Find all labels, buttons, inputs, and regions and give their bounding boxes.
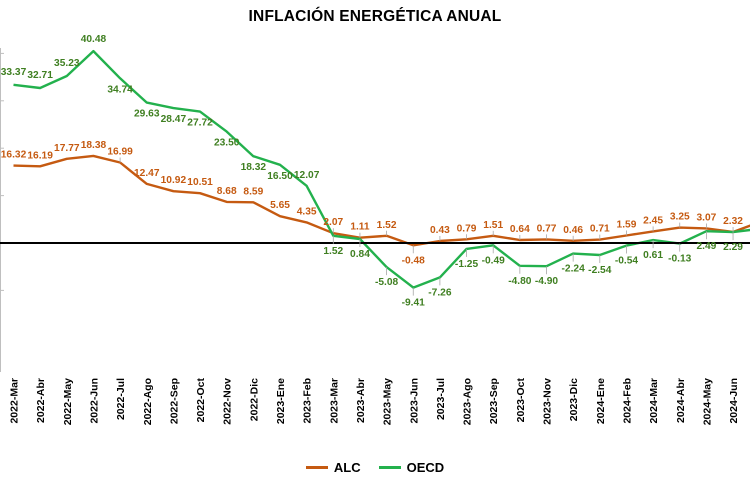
data-label-alc: 0.64 xyxy=(510,224,530,235)
x-tick-label: 2024-Jun xyxy=(728,378,740,424)
data-label-alc: 0.43 xyxy=(430,225,450,236)
data-label-oecd: 0.84 xyxy=(350,249,370,260)
data-label-alc: 17.77 xyxy=(54,143,80,154)
data-label-oecd: -9.41 xyxy=(402,298,426,309)
x-tick-label: 2024-Feb xyxy=(621,378,633,424)
data-label-alc: 1.52 xyxy=(377,220,397,231)
data-label-alc: 3.25 xyxy=(670,212,690,223)
data-label-oecd: 28.47 xyxy=(161,114,187,125)
data-label-alc: 0.79 xyxy=(457,223,477,234)
x-tick-label: 2023-Jun xyxy=(408,378,420,424)
x-tick-label: 2023-Ene xyxy=(275,378,287,424)
data-label-oecd: 40.48 xyxy=(81,34,107,45)
legend-item-alc: ALC xyxy=(305,460,361,475)
data-label-alc: 1.51 xyxy=(483,220,503,231)
legend-swatch-alc xyxy=(305,466,328,469)
data-label-alc: 10.92 xyxy=(161,175,187,186)
data-label-alc: 1.11 xyxy=(350,222,370,233)
data-label-oecd: -0.13 xyxy=(668,254,692,265)
x-tick-label: 2024-Ene xyxy=(595,378,607,424)
legend: ALC OECD xyxy=(0,460,750,475)
data-label-oecd: -5.08 xyxy=(375,277,399,288)
x-tick-label: 2023-Feb xyxy=(302,378,314,424)
chart-title: INFLACIÓN ENERGÉTICA ANUAL xyxy=(248,8,502,25)
data-label-alc: 16.99 xyxy=(107,146,133,157)
data-label-oecd: 29.63 xyxy=(134,109,160,120)
data-label-oecd: 27.72 xyxy=(187,118,213,129)
data-label-alc: 12.47 xyxy=(134,168,160,179)
data-label-alc: 18.38 xyxy=(81,140,107,151)
data-label-oecd: -4.90 xyxy=(535,276,559,287)
data-label-oecd: -4.80 xyxy=(508,276,532,287)
x-tick-label: 2022-Abr xyxy=(35,378,47,423)
data-label-oecd: -0.54 xyxy=(615,256,639,267)
data-label-alc: 0.71 xyxy=(590,224,610,235)
x-tick-label: 2024-Abr xyxy=(675,378,687,423)
legend-label-alc: ALC xyxy=(333,460,361,475)
x-tick-label: 2023-Mar xyxy=(328,378,340,424)
x-tick-label: 2022-May xyxy=(62,378,74,425)
x-tick-label: 2022-Jun xyxy=(88,378,100,424)
data-label-alc: 10.51 xyxy=(187,177,213,188)
x-tick-label: 2022-Jul xyxy=(115,378,127,420)
x-tick-label: 2023-Jul xyxy=(435,378,447,420)
x-tick-label: 2024-Mar xyxy=(648,378,660,424)
data-label-alc: 8.59 xyxy=(243,186,263,197)
x-tick-label: 2023-Dic xyxy=(568,378,580,421)
data-label-oecd: 2.49 xyxy=(696,241,716,252)
data-label-alc: 16.19 xyxy=(27,150,53,161)
data-label-oecd: 1.52 xyxy=(323,246,343,257)
data-label-oecd: -1.25 xyxy=(455,259,479,270)
x-tick-label: 2022-Ago xyxy=(142,378,154,425)
data-label-alc: -0.48 xyxy=(402,255,426,266)
data-label-alc: 2.32 xyxy=(723,216,743,227)
data-label-oecd: 23.50 xyxy=(214,138,240,149)
x-tick-label: 2023-Sep xyxy=(488,378,500,424)
data-label-alc: 2.45 xyxy=(643,215,663,226)
data-label-oecd: 32.71 xyxy=(27,70,53,81)
legend-swatch-oecd xyxy=(378,466,401,469)
data-label-alc: 4.35 xyxy=(297,206,317,217)
data-label-oecd: 16.50 xyxy=(267,171,293,182)
data-label-alc: 0.77 xyxy=(537,223,557,234)
data-label-oecd: -0.49 xyxy=(482,255,506,266)
data-label-alc: 5.65 xyxy=(270,200,290,211)
x-tick-label: 2023-Abr xyxy=(355,378,367,423)
legend-item-oecd: OECD xyxy=(378,460,445,475)
data-label-oecd: 33.37 xyxy=(1,67,27,78)
x-tick-label: 2023-May xyxy=(382,378,394,425)
x-tick-label: 2022-Oct xyxy=(195,377,207,422)
data-label-alc: 8.68 xyxy=(217,186,237,197)
data-label-alc: 2.07 xyxy=(323,217,343,228)
data-label-alc: 1.59 xyxy=(617,219,637,230)
data-label-alc: 16.32 xyxy=(1,150,27,161)
x-tick-label: 2022-Mar xyxy=(9,378,21,424)
legend-label-oecd: OECD xyxy=(406,460,445,475)
data-label-alc: 0.46 xyxy=(563,225,583,236)
data-label-oecd: 12.07 xyxy=(294,170,320,181)
x-tick-label: 2022-Sep xyxy=(168,378,180,424)
x-tick-label: 2023-Oct xyxy=(515,377,527,422)
x-tick-label: 2023-Ago xyxy=(462,378,474,425)
data-label-alc: 3.07 xyxy=(696,212,716,223)
data-label-oecd: 2.29 xyxy=(723,242,743,253)
data-label-oecd: -7.26 xyxy=(428,287,452,298)
series-line-alc xyxy=(13,154,750,247)
data-label-oecd: -2.54 xyxy=(588,265,612,276)
data-label-oecd: 34.74 xyxy=(107,84,133,95)
data-label-oecd: 0.61 xyxy=(643,250,663,261)
x-tick-label: 2022-Nov xyxy=(222,378,234,425)
x-tick-label: 2024-May xyxy=(701,378,713,425)
data-label-oecd: 18.32 xyxy=(241,162,267,173)
x-tick-label: 2023-Nov xyxy=(542,378,554,425)
data-label-oecd: 35.23 xyxy=(54,58,80,69)
x-tick-label: 2022-Dic xyxy=(248,378,260,421)
data-label-oecd: -2.24 xyxy=(562,264,586,275)
